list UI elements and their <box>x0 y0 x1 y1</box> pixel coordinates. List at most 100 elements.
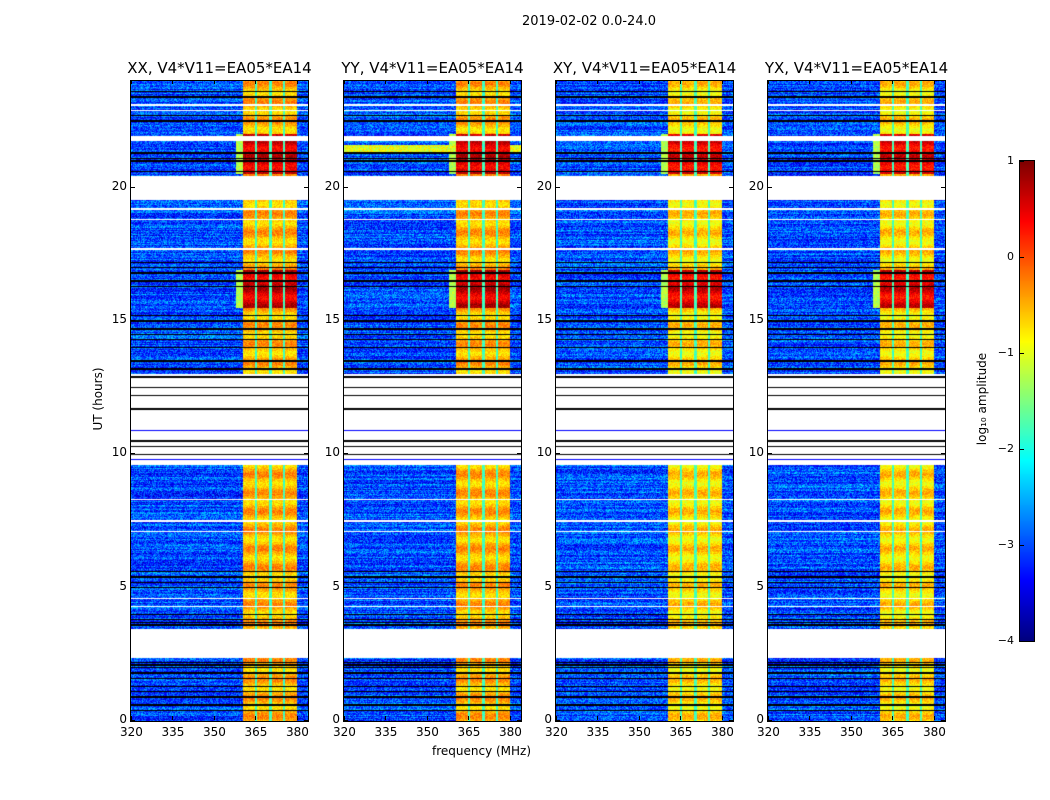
colorbar-tick-label: −2 <box>997 442 1014 455</box>
colorbar-tick-mark <box>1020 257 1024 258</box>
heatmap-panel <box>130 80 309 722</box>
colorbar <box>1019 160 1035 642</box>
y-tick-mark <box>304 186 308 188</box>
x-tick-mark <box>213 80 215 84</box>
y-tick-mark <box>556 586 560 588</box>
x-tick-mark <box>426 716 428 720</box>
y-tick-mark <box>729 453 733 455</box>
y-tick-mark <box>768 453 772 455</box>
x-tick-mark <box>680 716 682 720</box>
x-tick-mark <box>638 80 640 84</box>
x-tick-mark <box>933 80 935 84</box>
y-tick-mark <box>131 720 135 721</box>
x-tick-mark <box>344 80 345 84</box>
colorbar-tick-mark <box>1020 641 1024 642</box>
x-tick-mark <box>296 80 298 84</box>
x-tick-label: 320 <box>333 725 356 739</box>
y-tick-mark <box>344 720 348 721</box>
heatmap <box>556 81 733 721</box>
x-tick-mark <box>597 80 599 84</box>
panel-title: YY, V4*V11=EA05*EA14 <box>341 59 524 77</box>
colorbar-tick-label: −1 <box>997 346 1014 359</box>
y-tick-label: 20 <box>111 178 127 193</box>
x-tick-mark <box>638 716 640 720</box>
heatmap <box>344 81 521 721</box>
x-tick-mark <box>385 716 387 720</box>
y-tick-mark <box>729 720 733 721</box>
y-tick-mark <box>768 586 772 588</box>
x-tick-label: 350 <box>627 725 651 739</box>
y-tick-mark <box>729 186 733 188</box>
x-tick-mark <box>296 716 298 720</box>
x-tick-label: 350 <box>202 725 226 739</box>
y-tick-label: 5 <box>756 578 764 593</box>
heatmap-panel <box>767 80 946 722</box>
x-tick-mark <box>344 716 345 720</box>
y-tick-mark <box>304 320 308 321</box>
colorbar-tick-mark <box>1020 545 1024 546</box>
y-tick-label: 5 <box>332 578 340 593</box>
y-tick-mark <box>131 186 135 188</box>
y-tick-mark <box>556 453 560 455</box>
colorbar-tick-mark <box>1020 161 1024 162</box>
x-tick-mark <box>933 716 935 720</box>
y-tick-label: 10 <box>536 445 552 460</box>
y-tick-mark <box>768 186 772 188</box>
x-tick-mark <box>131 716 132 720</box>
y-tick-mark <box>517 586 521 588</box>
x-tick-label: 335 <box>586 725 610 739</box>
y-tick-mark <box>941 186 945 188</box>
x-tick-mark <box>768 80 769 84</box>
y-tick-label: 15 <box>111 312 127 326</box>
x-tick-mark <box>597 716 599 720</box>
heatmap <box>131 81 308 721</box>
x-tick-label: 365 <box>881 725 905 739</box>
x-tick-mark <box>255 716 257 720</box>
y-tick-label: 15 <box>324 312 340 326</box>
y-tick-label: 0 <box>756 712 764 726</box>
colorbar-tick-mark <box>1020 449 1024 450</box>
x-tick-mark <box>721 716 723 720</box>
x-tick-mark <box>809 716 811 720</box>
x-tick-label: 335 <box>374 725 398 739</box>
x-tick-mark <box>426 80 428 84</box>
colorbar-label: log₁₀ amplitude <box>975 352 989 446</box>
x-tick-mark <box>809 80 811 84</box>
x-tick-label: 320 <box>545 725 568 739</box>
y-tick-mark <box>344 586 348 588</box>
figure-title: 2019-02-02 0.0-24.0 <box>522 14 656 29</box>
x-tick-label: 365 <box>669 725 693 739</box>
y-tick-label: 0 <box>119 712 127 726</box>
panel-title: XX, V4*V11=EA05*EA14 <box>127 59 312 77</box>
colorbar-tick-mark <box>1020 353 1024 354</box>
panel-title: YX, V4*V11=EA05*EA14 <box>764 59 949 77</box>
heatmap-panel <box>343 80 522 722</box>
y-tick-mark <box>556 186 560 188</box>
x-tick-mark <box>509 80 511 84</box>
x-axis-label: frequency (MHz) <box>432 744 532 758</box>
y-tick-mark <box>131 320 135 321</box>
y-tick-label: 15 <box>748 312 764 326</box>
y-tick-mark <box>517 453 521 455</box>
colorbar-tick-label: 1 <box>1007 154 1014 167</box>
y-tick-mark <box>304 586 308 588</box>
x-tick-mark <box>385 80 387 84</box>
y-tick-mark <box>304 453 308 455</box>
y-tick-mark <box>768 720 772 721</box>
y-tick-label: 5 <box>119 578 127 593</box>
x-tick-label: 365 <box>457 725 481 739</box>
heatmap <box>768 81 945 721</box>
y-tick-label: 0 <box>332 712 340 726</box>
x-tick-mark <box>850 716 852 720</box>
x-tick-label: 335 <box>161 725 185 739</box>
y-tick-label: 15 <box>536 312 552 326</box>
y-tick-mark <box>344 320 348 321</box>
x-tick-mark <box>172 716 174 720</box>
y-tick-label: 10 <box>324 445 340 460</box>
x-tick-mark <box>556 80 557 84</box>
x-tick-mark <box>468 716 470 720</box>
x-tick-mark <box>131 80 132 84</box>
x-tick-mark <box>850 80 852 84</box>
x-tick-mark <box>680 80 682 84</box>
